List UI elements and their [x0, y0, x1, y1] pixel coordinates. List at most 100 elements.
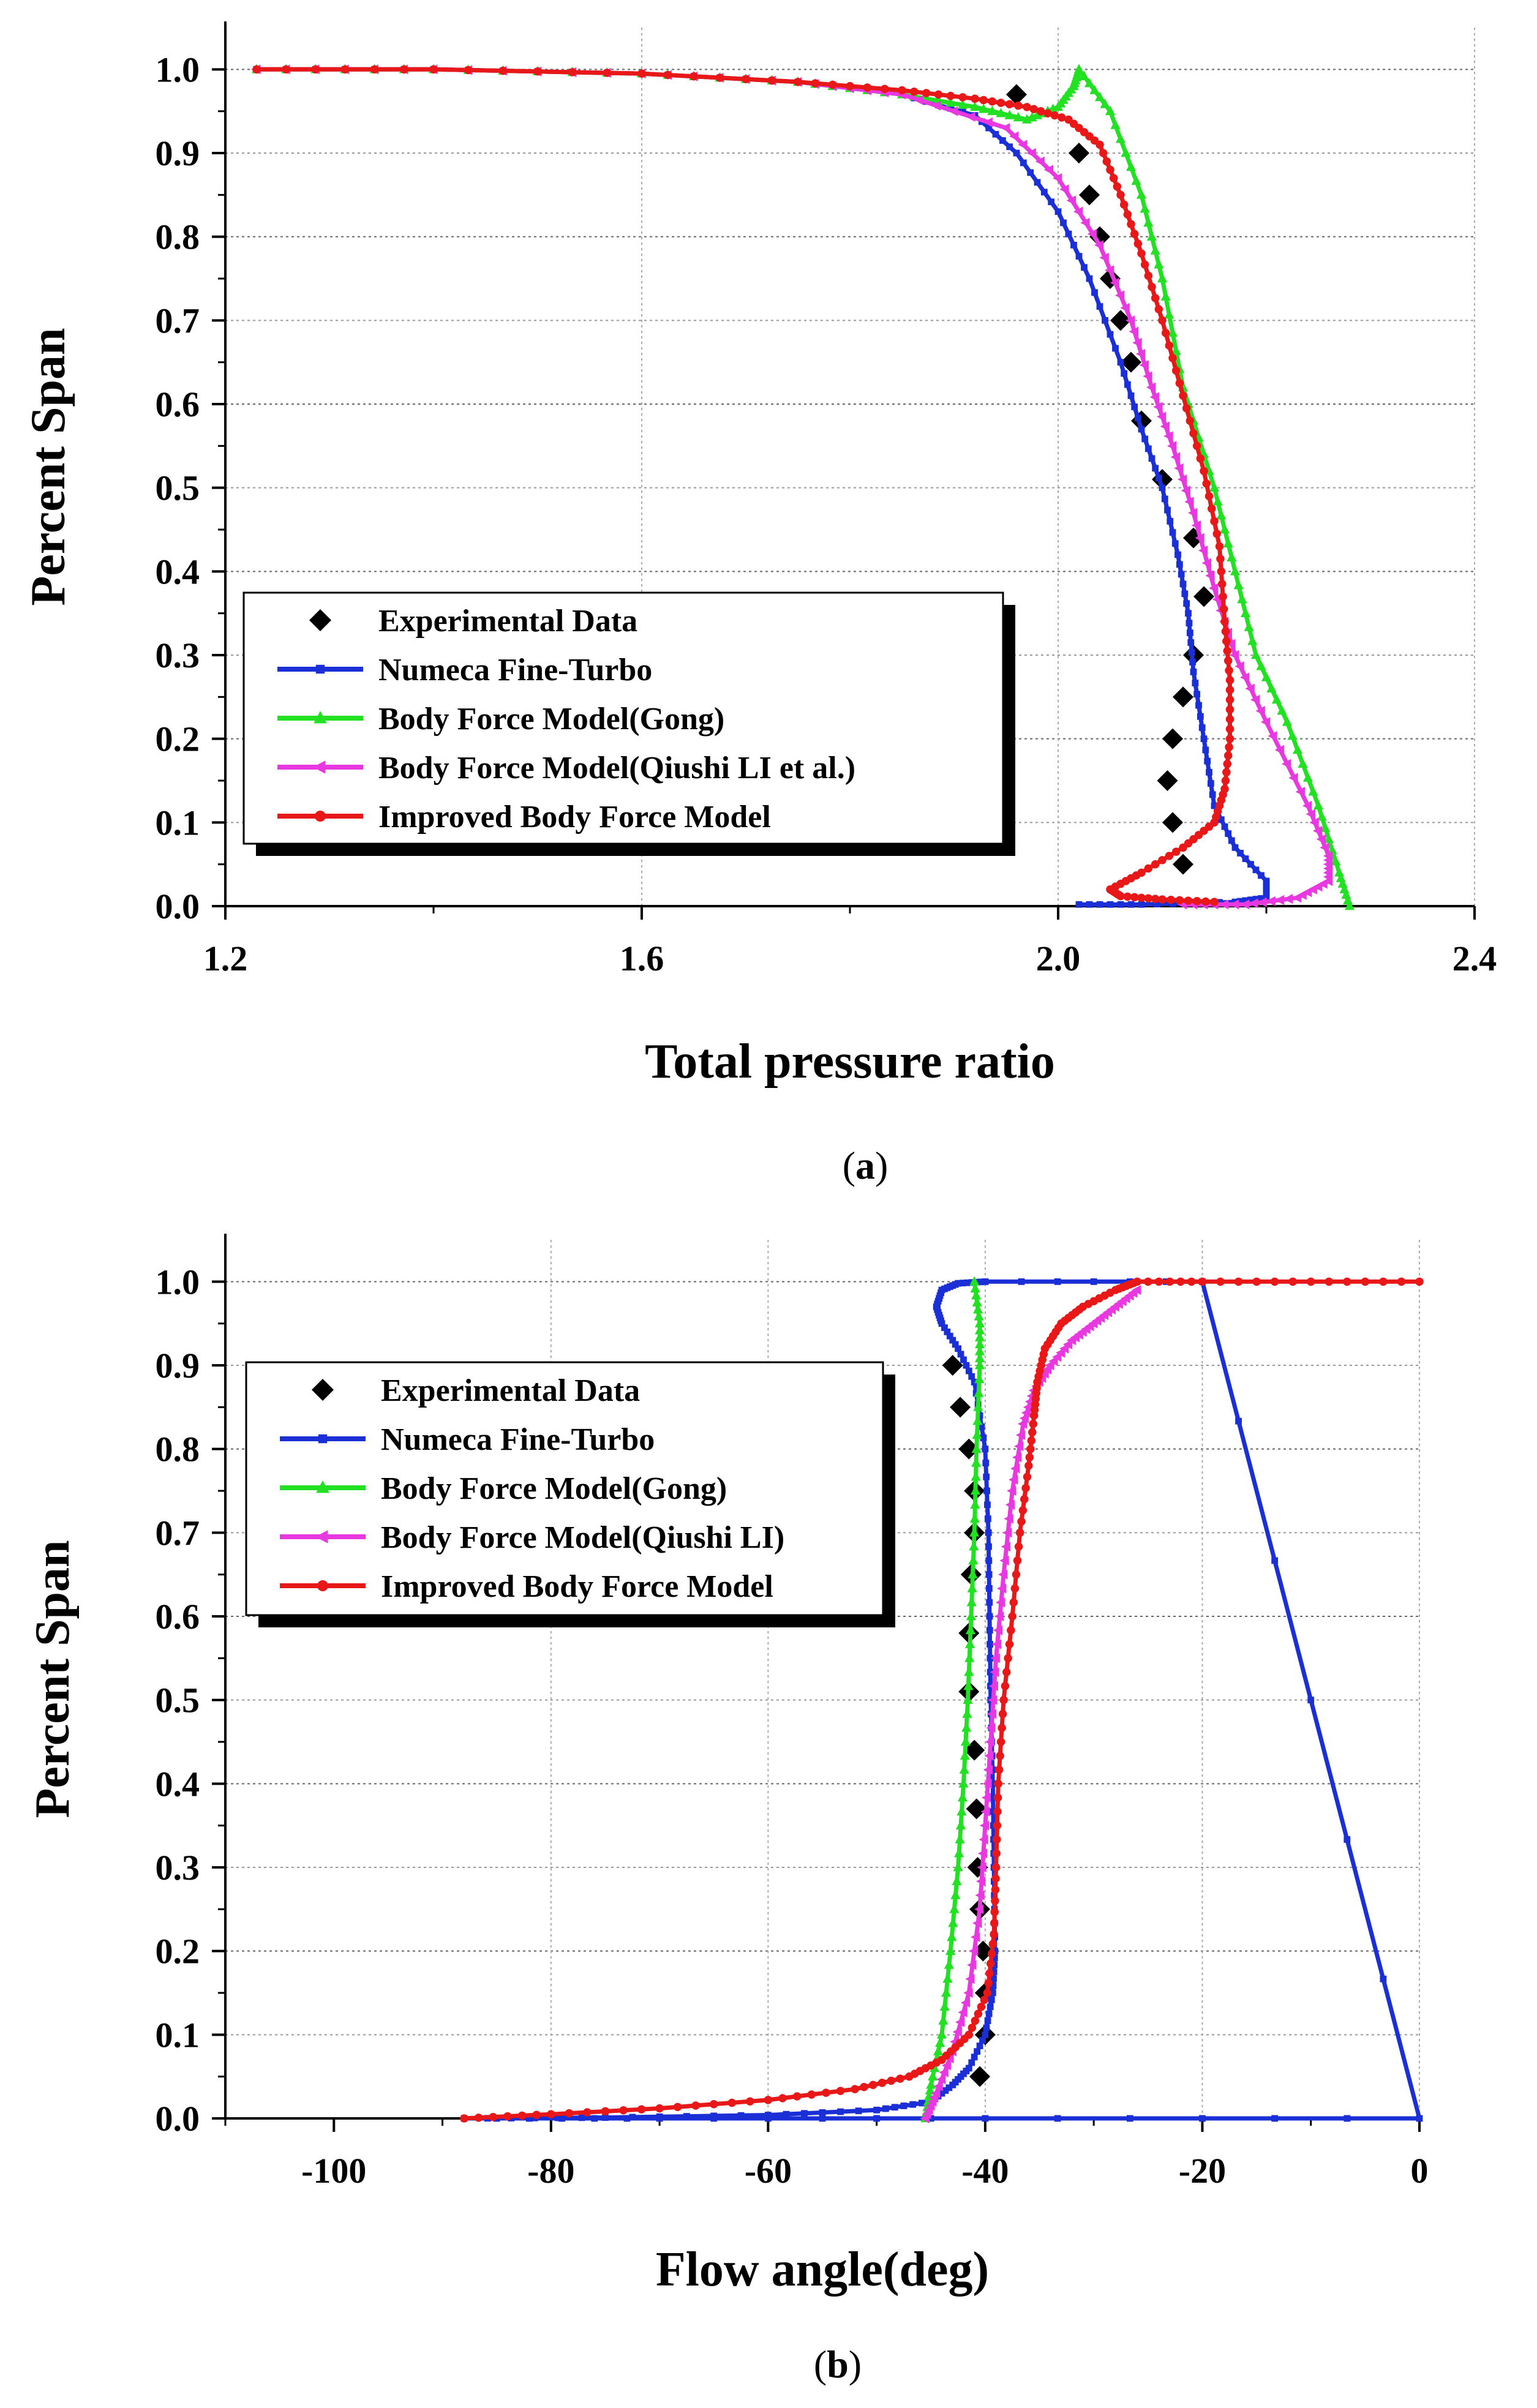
data-point — [1266, 896, 1276, 906]
data-point — [1217, 816, 1225, 823]
data-point — [971, 1443, 982, 1453]
data-point — [555, 2114, 562, 2121]
data-point — [1215, 542, 1224, 551]
data-point — [986, 1627, 993, 1634]
data-point — [941, 1324, 948, 1331]
data-point — [991, 1954, 998, 1962]
data-point — [969, 1513, 980, 1523]
data-point — [1183, 600, 1190, 607]
data-point — [1189, 658, 1196, 666]
y-tick-label: 0.5 — [156, 1681, 200, 1720]
data-point — [1307, 884, 1317, 895]
data-point — [1192, 897, 1201, 906]
data-point — [968, 1569, 978, 1578]
data-point — [1133, 239, 1143, 248]
data-point — [953, 1848, 964, 1858]
data-point — [880, 84, 889, 93]
data-point — [1250, 650, 1261, 659]
data-point — [972, 1429, 982, 1439]
data-point — [985, 2010, 993, 2017]
data-point — [794, 78, 802, 86]
data-point — [1029, 1419, 1037, 1428]
data-point — [956, 1806, 967, 1816]
data-point — [1323, 833, 1334, 843]
data-point — [996, 1738, 1005, 1746]
data-point — [999, 1555, 1009, 1566]
data-point — [583, 2108, 592, 2117]
data-point — [1096, 303, 1103, 310]
data-point — [972, 1303, 983, 1314]
data-point — [974, 1311, 984, 1321]
data-point — [1298, 758, 1308, 768]
data-point — [986, 1641, 993, 1648]
data-point — [982, 2115, 989, 2122]
data-point — [958, 99, 968, 109]
data-point — [1318, 879, 1328, 889]
data-point — [1173, 686, 1193, 708]
data-point — [1131, 175, 1141, 185]
data-point — [1099, 252, 1109, 263]
data-point — [1154, 259, 1164, 269]
data-point — [887, 2076, 896, 2085]
data-point — [656, 2115, 663, 2122]
data-point — [1306, 1277, 1315, 1286]
data-point — [801, 2110, 808, 2117]
data-point — [547, 2110, 555, 2118]
data-point — [1186, 416, 1195, 426]
data-point — [992, 130, 999, 138]
data-point — [1117, 901, 1124, 908]
data-point — [1048, 198, 1055, 206]
data-point — [1151, 294, 1160, 302]
data-point — [1027, 169, 1034, 176]
x-tick-label: -20 — [1179, 2151, 1226, 2191]
data-point — [578, 2114, 585, 2121]
data-point — [340, 65, 350, 74]
data-point — [1271, 1557, 1279, 1564]
data-point — [742, 75, 750, 84]
data-point — [1250, 694, 1260, 705]
data-point — [601, 2107, 610, 2116]
data-point — [990, 1653, 1000, 1663]
data-point — [1154, 1277, 1163, 1286]
data-point — [983, 1989, 992, 1997]
data-point — [1307, 1697, 1315, 1704]
data-point — [985, 1969, 994, 1978]
data-point — [1209, 482, 1220, 492]
data-point — [990, 1808, 997, 1815]
data-point — [1065, 230, 1072, 238]
legend-label: Improved Body Force Model — [381, 1569, 773, 1604]
data-point — [1277, 705, 1287, 715]
data-point — [532, 2110, 541, 2120]
data-point — [1331, 856, 1341, 866]
data-point — [1223, 538, 1233, 548]
data-point — [959, 1764, 969, 1774]
data-point — [945, 2084, 953, 2091]
data-point — [1211, 802, 1218, 809]
data-point — [1282, 716, 1293, 726]
legend-marker — [317, 1580, 328, 1591]
data-point — [990, 1667, 999, 1678]
data-point — [960, 1736, 971, 1746]
data-point — [942, 1973, 953, 1983]
data-point — [1016, 1430, 1026, 1440]
data-point — [944, 1328, 951, 1335]
data-point — [1021, 1483, 1030, 1493]
x-axis-title: Flow angle(deg) — [656, 2243, 989, 2297]
data-point — [822, 2088, 830, 2097]
data-point — [591, 2115, 598, 2122]
data-point — [1152, 465, 1159, 472]
data-point — [896, 2074, 904, 2083]
data-point — [1225, 715, 1234, 724]
data-point — [565, 2109, 574, 2118]
data-point — [974, 1346, 985, 1356]
data-point — [1116, 190, 1125, 200]
data-point — [964, 1652, 975, 1662]
data-point — [969, 1527, 980, 1537]
data-point — [1323, 876, 1333, 887]
data-point — [1176, 561, 1183, 568]
data-point — [767, 76, 776, 85]
data-point — [1001, 1682, 1010, 1690]
x-tick-label: -60 — [745, 2151, 792, 2191]
data-point — [979, 96, 988, 105]
data-point — [1054, 2115, 1061, 2122]
